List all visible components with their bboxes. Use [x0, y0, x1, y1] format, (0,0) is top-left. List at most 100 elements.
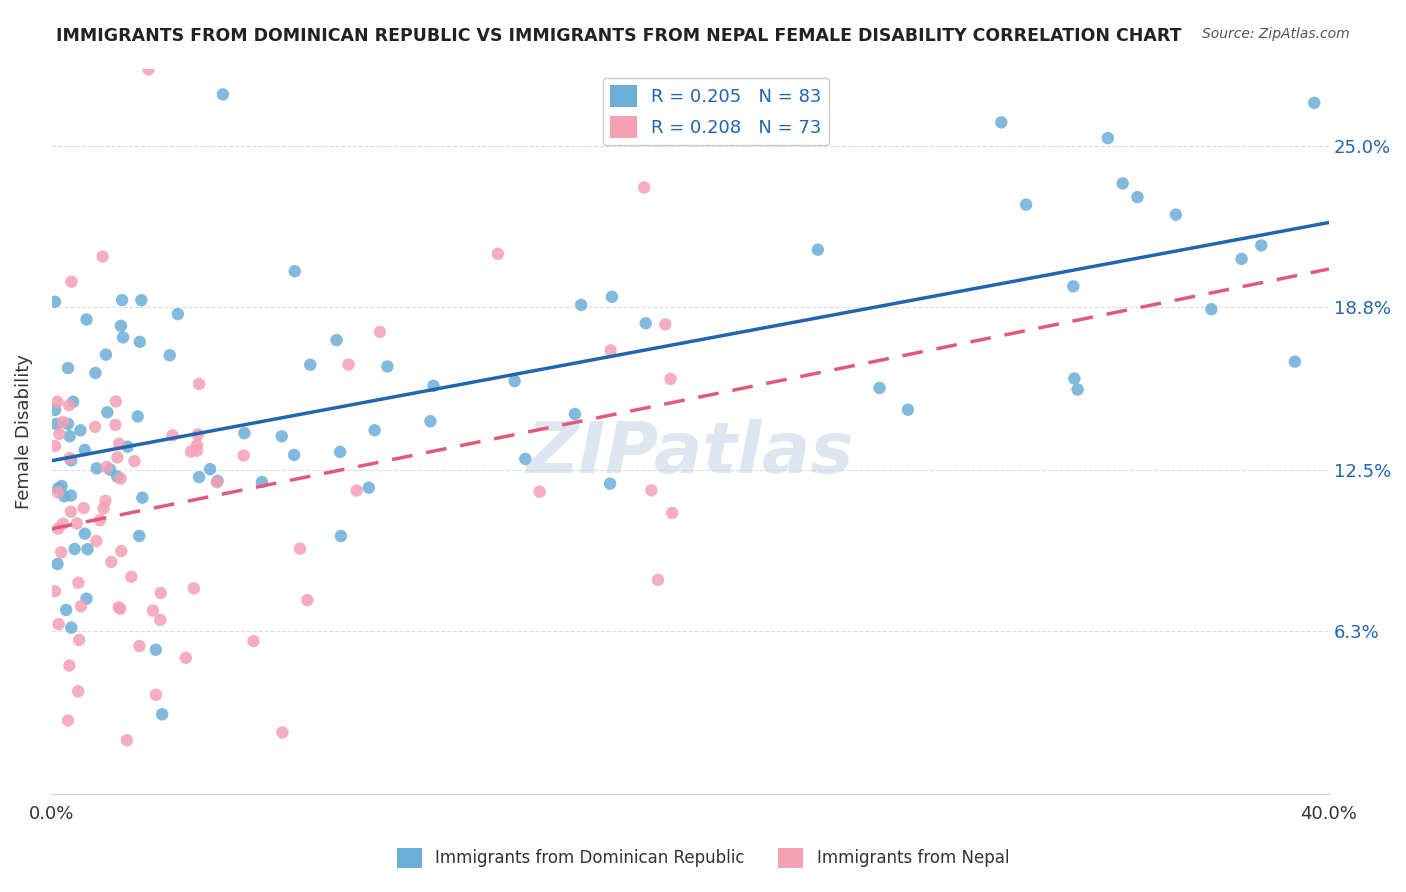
Point: [271, 725, 294, 739]
Point: [46, 394, 69, 409]
Point: [124, 454, 146, 468]
Point: [515, 452, 537, 467]
Text: ZIPatlas: ZIPatlas: [527, 418, 853, 488]
Point: [128, 639, 150, 653]
Point: [205, 475, 228, 490]
Point: [104, 394, 127, 409]
Point: [115, 733, 138, 747]
Point: [212, 87, 235, 102]
Point: [198, 462, 221, 476]
Point: [659, 372, 682, 386]
Point: [128, 529, 150, 543]
Point: [69, 423, 91, 437]
Point: [283, 448, 305, 462]
Point: [45, 417, 67, 431]
Point: [363, 423, 385, 437]
Point: [325, 333, 347, 347]
Point: [419, 414, 441, 428]
Point: [66, 516, 89, 531]
Point: [58, 398, 80, 412]
Point: [131, 293, 153, 308]
Point: [55, 603, 77, 617]
Point: [600, 290, 623, 304]
Point: [93, 501, 115, 516]
Point: [120, 570, 142, 584]
Point: [142, 603, 165, 617]
Point: [56, 417, 79, 431]
Point: [44, 402, 66, 417]
Point: [647, 573, 669, 587]
Point: [67, 632, 90, 647]
Point: [52, 415, 75, 429]
Point: [486, 247, 509, 261]
Point: [111, 293, 134, 307]
Point: [187, 427, 209, 442]
Point: [51, 545, 73, 559]
Text: IMMIGRANTS FROM DOMINICAN REPUBLIC VS IMMIGRANTS FROM NEPAL FEMALE DISABILITY CO: IMMIGRANTS FROM DOMINICAN REPUBLIC VS IM…: [56, 27, 1181, 45]
Point: [329, 529, 352, 543]
Point: [337, 358, 360, 372]
Point: [111, 330, 134, 344]
Point: [60, 621, 83, 635]
Point: [869, 381, 891, 395]
Point: [117, 440, 139, 454]
Point: [599, 476, 621, 491]
Point: [67, 575, 90, 590]
Point: [76, 542, 98, 557]
Point: [46, 557, 69, 571]
Point: [76, 591, 98, 606]
Point: [63, 541, 86, 556]
Point: [58, 658, 80, 673]
Point: [94, 348, 117, 362]
Point: [62, 394, 84, 409]
Point: [329, 445, 352, 459]
Point: [1250, 238, 1272, 252]
Point: [67, 684, 90, 698]
Point: [183, 582, 205, 596]
Point: [73, 442, 96, 457]
Point: [127, 409, 149, 424]
Point: [44, 439, 66, 453]
Point: [59, 451, 82, 466]
Point: [188, 376, 211, 391]
Point: [188, 470, 211, 484]
Point: [569, 298, 592, 312]
Point: [375, 359, 398, 374]
Point: [1201, 302, 1223, 317]
Point: [270, 429, 292, 443]
Point: [110, 318, 132, 333]
Point: [242, 634, 264, 648]
Point: [149, 586, 172, 600]
Point: [128, 334, 150, 349]
Point: [44, 294, 66, 309]
Point: [46, 485, 69, 500]
Point: [1126, 190, 1149, 204]
Point: [250, 475, 273, 489]
Point: [162, 428, 184, 442]
Point: [1284, 354, 1306, 368]
Point: [180, 444, 202, 458]
Point: [599, 343, 621, 358]
Text: Source: ZipAtlas.com: Source: ZipAtlas.com: [1202, 27, 1350, 41]
Point: [46, 522, 69, 536]
Point: [48, 617, 70, 632]
Point: [100, 555, 122, 569]
Point: [96, 405, 118, 419]
Point: [1111, 177, 1133, 191]
Point: [297, 593, 319, 607]
Point: [60, 453, 83, 467]
Point: [1230, 252, 1253, 266]
Point: [1015, 197, 1038, 211]
Point: [633, 180, 655, 194]
Point: [56, 361, 79, 376]
Point: [186, 438, 208, 452]
Point: [53, 489, 76, 503]
Point: [94, 493, 117, 508]
Point: [72, 501, 94, 516]
Point: [48, 426, 70, 441]
Point: [422, 379, 444, 393]
Point: [107, 600, 129, 615]
Point: [897, 402, 920, 417]
Point: [52, 516, 75, 531]
Point: [640, 483, 662, 498]
